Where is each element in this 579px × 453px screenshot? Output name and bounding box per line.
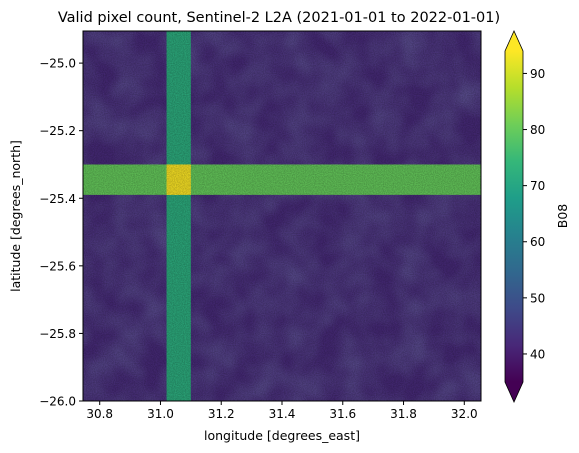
colorbar-tick-label: 50 <box>530 291 545 305</box>
colorbar-outline <box>504 30 524 403</box>
plot-area <box>83 31 481 401</box>
y-axis-label: latitude [degrees_north] <box>8 140 23 292</box>
x-axis-label: longitude [degrees_east] <box>204 428 360 443</box>
x-axis: 30.8 31.0 31.2 31.4 31.6 31.8 32.0 <box>86 401 478 421</box>
colorbar-tick-label: 60 <box>530 235 545 249</box>
colorbar-max-extend <box>505 31 523 51</box>
colorbar-tick-label: 90 <box>530 67 545 81</box>
x-tick-label: 30.8 <box>86 407 113 421</box>
y-tick-label: −25.8 <box>39 327 76 341</box>
colorbar-min-extend <box>505 382 523 402</box>
colorbar: 40 50 60 70 80 90 <box>504 30 545 403</box>
y-tick-label: −25.2 <box>39 124 76 138</box>
x-tick-label: 32.0 <box>451 407 478 421</box>
heatmap-noise <box>83 31 481 401</box>
x-tick-label: 31.8 <box>390 407 417 421</box>
y-tick-label: −26.0 <box>39 395 76 409</box>
x-tick-label: 31.2 <box>208 407 235 421</box>
y-tick-label: −25.6 <box>39 259 76 273</box>
colorbar-tick-label: 40 <box>530 347 545 361</box>
colorbar-gradient <box>505 51 523 382</box>
y-tick-label: −25.0 <box>39 57 76 71</box>
colorbar-label: B08 <box>555 204 570 229</box>
x-tick-label: 31.0 <box>147 407 174 421</box>
y-axis: −25.0 −25.2 −25.4 −25.6 −25.8 −26.0 <box>39 57 83 409</box>
colorbar-tick-label: 80 <box>530 123 545 137</box>
y-tick-label: −25.4 <box>39 192 76 206</box>
x-tick-label: 31.4 <box>269 407 296 421</box>
colorbar-tick-label: 70 <box>530 179 545 193</box>
x-tick-label: 31.6 <box>329 407 356 421</box>
chart-title: Valid pixel count, Sentinel-2 L2A (2021-… <box>58 10 500 26</box>
